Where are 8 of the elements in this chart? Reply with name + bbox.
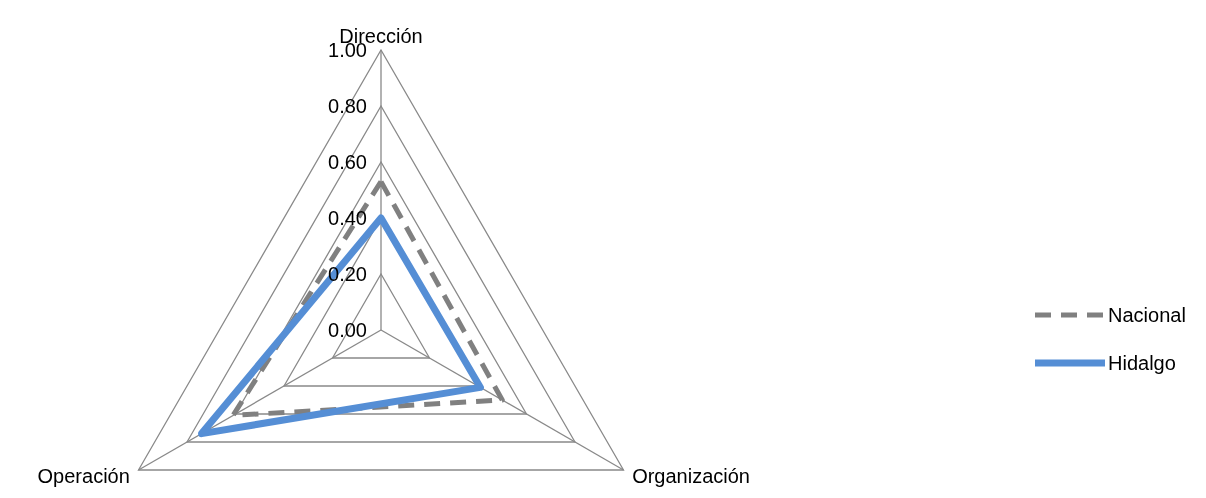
y-tick-label: 0.80 <box>328 95 367 117</box>
spoke-label: Organización <box>632 465 750 487</box>
y-tick-label: 0.00 <box>328 319 367 341</box>
y-tick-label: 0.40 <box>328 207 367 229</box>
legend-label: Hidalgo <box>1108 352 1176 374</box>
spoke-label: Operación <box>37 465 130 487</box>
y-tick-label: 0.60 <box>328 151 367 173</box>
legend-label: Nacional <box>1108 304 1186 326</box>
